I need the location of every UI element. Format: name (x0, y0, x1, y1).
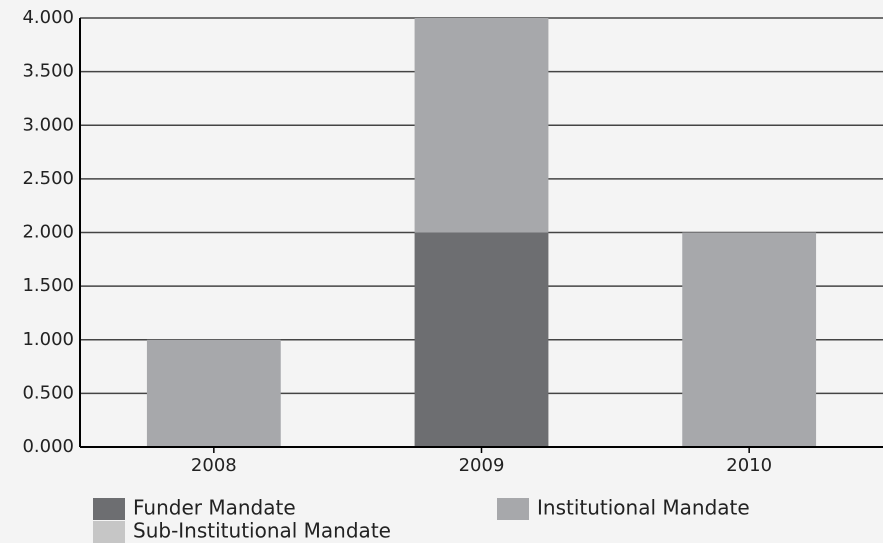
legend-swatch (497, 498, 529, 520)
legend-label: Funder Mandate (133, 496, 296, 520)
y-tick-label: 1.000 (22, 329, 74, 350)
bar-segment (682, 232, 817, 447)
y-tick-label: 0.500 (22, 382, 74, 403)
legend-swatch (93, 521, 125, 543)
y-tick-label: 0.000 (22, 436, 74, 457)
y-tick-label: 2.000 (22, 222, 74, 243)
y-tick-label: 3.000 (22, 114, 74, 135)
x-tick-label: 2009 (459, 455, 505, 476)
bar-segment (414, 18, 549, 233)
bar-segment (414, 232, 549, 447)
legend-label: Institutional Mandate (537, 496, 750, 520)
y-tick-label: 4.000 (22, 7, 74, 28)
legend-label: Sub-Institutional Mandate (133, 519, 391, 543)
x-tick-label: 2008 (191, 455, 237, 476)
x-tick-label: 2010 (726, 455, 772, 476)
legend-swatch (93, 498, 125, 520)
bar-segment (146, 339, 281, 447)
y-tick-label: 3.500 (22, 61, 74, 82)
y-tick-label: 1.500 (22, 275, 74, 296)
y-tick-label: 2.500 (22, 168, 74, 189)
